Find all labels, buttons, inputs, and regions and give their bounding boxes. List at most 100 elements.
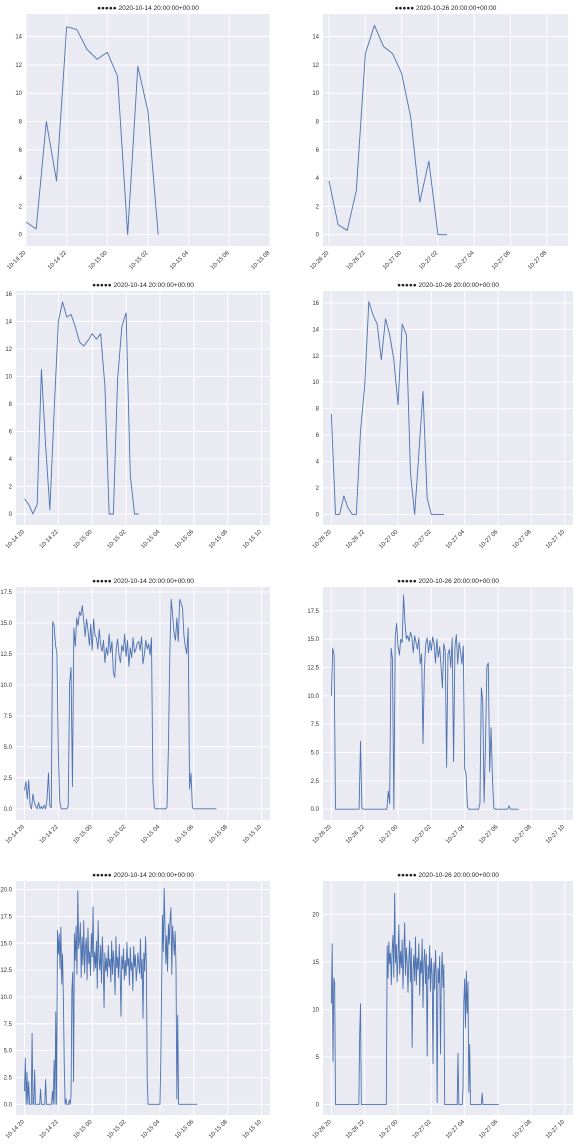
x-tick-label: 10-15 00 xyxy=(73,824,94,845)
x-tick-label: 10-26 20 xyxy=(312,529,333,550)
y-tick-label: 8 xyxy=(316,120,320,126)
x-tick-label: 10-27 04 xyxy=(445,529,466,550)
y-tick-label: 10 xyxy=(312,1007,319,1013)
chart-title: ●●●●● 2020-10-26 20:00:00+00:00 xyxy=(397,872,499,879)
y-tick-label: 17.5 xyxy=(0,914,12,920)
x-tick-label: 10-15 06 xyxy=(174,824,195,845)
y-tick-label: 10 xyxy=(312,380,319,386)
y-tick-label: 4 xyxy=(19,176,23,182)
series-line xyxy=(330,892,499,1105)
x-tick-label: 10-27 08 xyxy=(512,529,533,550)
x-tick-label: 10-15 06 xyxy=(174,529,195,550)
x-tick-label: 10-15 08 xyxy=(208,824,229,845)
y-tick-label: 20 xyxy=(312,912,319,918)
x-tick-label: 10-27 04 xyxy=(455,250,476,271)
chart-title: ●●●●● 2020-10-26 20:00:00+00:00 xyxy=(397,282,499,289)
chart-panel: 0 2 4 6 8 10 12 14 16 10-14 20 10-14 22 10-15 00 10-… xyxy=(5,282,270,550)
chart-title: ●●●●● 2020-10-14 20:00:00+00:00 xyxy=(92,872,194,879)
y-tick-label: 10 xyxy=(5,374,12,380)
y-tick-label: 8 xyxy=(19,120,23,126)
chart-title: ●●●●● 2020-10-26 20:00:00+00:00 xyxy=(395,5,497,12)
x-tick-label: 10-27 06 xyxy=(491,250,512,271)
x-tick-label: 10-15 04 xyxy=(169,250,190,271)
series-line xyxy=(328,24,448,236)
y-tick-label: 2 xyxy=(316,486,320,492)
y-tick-label: 17.5 xyxy=(307,609,319,615)
y-tick-label: 17.5 xyxy=(0,590,12,596)
x-tick-label: 10-26 22 xyxy=(345,1119,366,1140)
x-tick-label: 10-27 00 xyxy=(378,1119,399,1140)
y-tick-label: 7.5 xyxy=(311,722,320,728)
y-tick-label: 12.5 xyxy=(0,968,12,974)
plot-area xyxy=(323,587,573,820)
x-tick-label: 10-27 10 xyxy=(545,1119,566,1140)
x-tick-label: 10-27 06 xyxy=(478,1119,499,1140)
y-tick-label: 15.0 xyxy=(0,621,12,627)
y-tick-label: 4 xyxy=(316,176,320,182)
y-tick-label: 8 xyxy=(316,407,320,413)
chart-panel: 0.0 2.5 5.0 7.5 10.0 12.5 15.0 17.5 10-14 20 10-1… xyxy=(0,578,270,845)
y-tick-label: 16 xyxy=(5,292,12,298)
x-tick-label: 10-26 22 xyxy=(345,529,366,550)
y-tick-label: 10 xyxy=(15,91,22,97)
x-tick-label: 10-15 04 xyxy=(140,824,161,845)
y-tick-label: 2 xyxy=(9,484,13,490)
y-tick-label: 4 xyxy=(316,460,320,466)
x-tick-label: 10-27 08 xyxy=(527,250,548,271)
y-tick-label: 0.0 xyxy=(4,807,13,813)
x-tick-label: 10-14 20 xyxy=(5,1119,26,1140)
y-tick-label: 5.0 xyxy=(311,751,320,757)
x-tick-label: 10-15 02 xyxy=(106,824,127,845)
plot-area xyxy=(16,587,270,820)
x-tick-label: 10-15 04 xyxy=(140,1119,161,1140)
plot-area xyxy=(323,14,568,246)
x-tick-label: 10-15 06 xyxy=(174,1119,195,1140)
y-tick-label: 15.0 xyxy=(307,637,319,643)
chart-panel: 0 2 4 6 8 10 12 14 10-26 20 10-26 22 10-27 00 10-27… xyxy=(309,5,568,271)
y-tick-label: 0 xyxy=(316,1103,320,1109)
y-tick-label: 15 xyxy=(312,960,319,966)
x-tick-label: 10-15 02 xyxy=(106,529,127,550)
x-tick-label: 10-15 02 xyxy=(128,250,149,271)
y-tick-label: 5.0 xyxy=(4,1049,13,1055)
x-tick-label: 10-14 22 xyxy=(39,529,60,550)
chart-title: ●●●●● 2020-10-14 20:00:00+00:00 xyxy=(97,5,199,12)
x-tick-label: 10-27 02 xyxy=(412,529,433,550)
y-tick-label: 15.0 xyxy=(0,941,12,947)
chart-panel: 0.0 2.5 5.0 7.5 10.0 12.5 15.0 17.5 10-26 20 10-2… xyxy=(307,578,573,845)
x-tick-label: 10-15 00 xyxy=(73,1119,94,1140)
x-tick-label: 10-27 08 xyxy=(512,824,533,845)
y-tick-label: 20.0 xyxy=(0,888,12,894)
chart-title: ●●●●● 2020-10-14 20:00:00+00:00 xyxy=(92,282,194,289)
series-line xyxy=(24,301,139,515)
y-tick-label: 10 xyxy=(312,91,319,97)
series-line xyxy=(24,888,198,1105)
x-tick-label: 10-26 20 xyxy=(312,1119,333,1140)
x-tick-label: 10-26 22 xyxy=(345,824,366,845)
plot-area xyxy=(323,881,573,1115)
y-tick-label: 2 xyxy=(316,204,320,210)
x-tick-label: 10-27 04 xyxy=(445,1119,466,1140)
y-tick-label: 12 xyxy=(15,63,22,69)
x-tick-label: 10-15 10 xyxy=(242,824,263,845)
x-tick-label: 10-27 00 xyxy=(378,529,399,550)
series-line xyxy=(330,594,519,810)
x-tick-label: 10-27 02 xyxy=(418,250,439,271)
x-tick-label: 10-15 00 xyxy=(73,529,94,550)
y-tick-label: 12.5 xyxy=(0,652,12,658)
y-tick-label: 12 xyxy=(312,63,319,69)
chart-panel: 0.0 2.5 5.0 7.5 10.0 12.5 15.0 17.5 20.0 10-14 20… xyxy=(0,872,270,1140)
x-tick-label: 10-27 04 xyxy=(445,824,466,845)
y-tick-label: 4 xyxy=(9,457,13,463)
y-tick-label: 14 xyxy=(312,35,319,41)
y-tick-label: 14 xyxy=(312,327,319,333)
x-tick-label: 10-15 08 xyxy=(250,250,271,271)
x-tick-label: 10-26 20 xyxy=(309,250,330,271)
x-tick-label: 10-14 22 xyxy=(47,250,68,271)
x-tick-label: 10-26 22 xyxy=(346,250,367,271)
y-tick-label: 2.5 xyxy=(4,776,13,782)
series-line xyxy=(330,301,444,515)
chart-panel: 0 2 4 6 8 10 12 14 10-14 20 10-14 22 10-15 00 10-15… xyxy=(6,5,271,271)
chart-panel: 0 5 10 15 20 10-26 20 10-26 22 10-27 00 10-27 02… xyxy=(312,872,573,1140)
